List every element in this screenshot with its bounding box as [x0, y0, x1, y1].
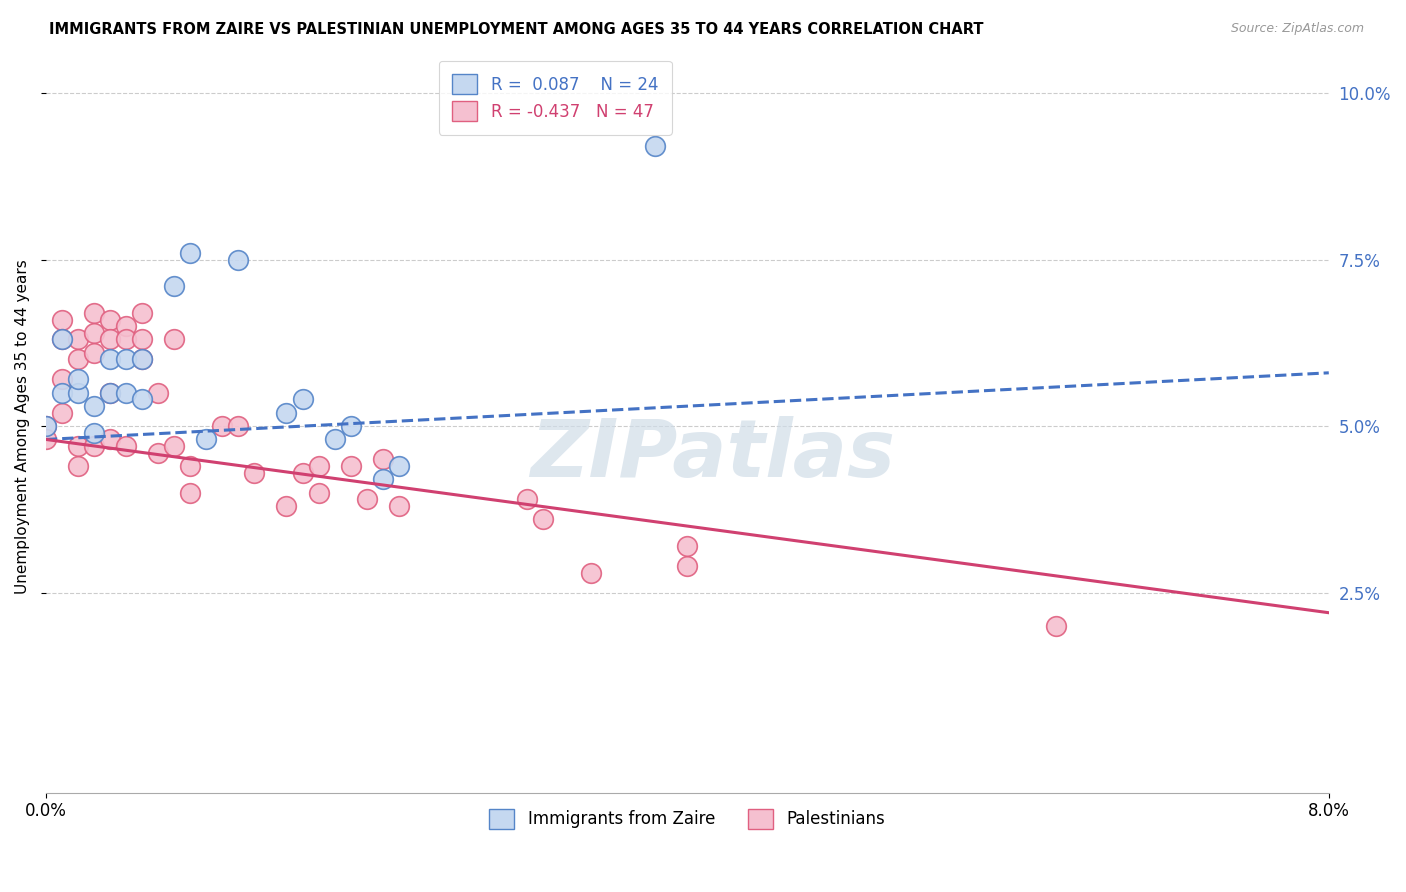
Point	[276, 406, 298, 420]
Point	[388, 499, 411, 513]
Point	[98, 352, 121, 367]
Point	[98, 333, 121, 347]
Legend: Immigrants from Zaire, Palestinians: Immigrants from Zaire, Palestinians	[482, 802, 891, 836]
Point	[83, 399, 105, 413]
Point	[131, 352, 153, 367]
Point	[195, 433, 218, 447]
Point	[211, 419, 233, 434]
Point	[115, 352, 138, 367]
Point	[163, 279, 186, 293]
Point	[98, 385, 121, 400]
Point	[179, 245, 201, 260]
Point	[51, 372, 73, 386]
Point	[35, 433, 58, 447]
Point	[67, 385, 90, 400]
Point	[98, 312, 121, 326]
Point	[67, 372, 90, 386]
Point	[35, 419, 58, 434]
Y-axis label: Unemployment Among Ages 35 to 44 years: Unemployment Among Ages 35 to 44 years	[15, 259, 30, 593]
Point	[83, 346, 105, 360]
Point	[676, 539, 699, 553]
Point	[51, 333, 73, 347]
Point	[83, 326, 105, 340]
Point	[308, 485, 330, 500]
Point	[98, 385, 121, 400]
Point	[35, 419, 58, 434]
Point	[98, 433, 121, 447]
Point	[51, 385, 73, 400]
Point	[131, 352, 153, 367]
Point	[67, 352, 90, 367]
Point	[243, 466, 266, 480]
Point	[179, 485, 201, 500]
Point	[291, 392, 314, 407]
Point	[228, 419, 250, 434]
Point	[51, 333, 73, 347]
Point	[115, 385, 138, 400]
Point	[131, 306, 153, 320]
Point	[67, 333, 90, 347]
Point	[308, 459, 330, 474]
Point	[83, 425, 105, 440]
Point	[291, 466, 314, 480]
Point	[579, 566, 602, 580]
Point	[323, 433, 346, 447]
Point	[516, 492, 538, 507]
Point	[676, 559, 699, 574]
Point	[51, 312, 73, 326]
Point	[131, 333, 153, 347]
Point	[228, 252, 250, 267]
Point	[67, 439, 90, 453]
Point	[148, 385, 170, 400]
Point	[531, 512, 554, 526]
Text: IMMIGRANTS FROM ZAIRE VS PALESTINIAN UNEMPLOYMENT AMONG AGES 35 TO 44 YEARS CORR: IMMIGRANTS FROM ZAIRE VS PALESTINIAN UNE…	[49, 22, 984, 37]
Point	[163, 439, 186, 453]
Point	[371, 472, 394, 486]
Point	[179, 459, 201, 474]
Point	[339, 419, 361, 434]
Point	[115, 333, 138, 347]
Text: ZIPatlas: ZIPatlas	[530, 417, 896, 494]
Point	[67, 459, 90, 474]
Point	[1045, 619, 1067, 633]
Point	[356, 492, 378, 507]
Point	[163, 333, 186, 347]
Point	[276, 499, 298, 513]
Point	[371, 452, 394, 467]
Point	[51, 406, 73, 420]
Point	[83, 439, 105, 453]
Point	[388, 459, 411, 474]
Point	[339, 459, 361, 474]
Point	[115, 319, 138, 334]
Point	[148, 446, 170, 460]
Point	[131, 392, 153, 407]
Text: Source: ZipAtlas.com: Source: ZipAtlas.com	[1230, 22, 1364, 36]
Point	[644, 139, 666, 153]
Point	[83, 306, 105, 320]
Point	[115, 439, 138, 453]
